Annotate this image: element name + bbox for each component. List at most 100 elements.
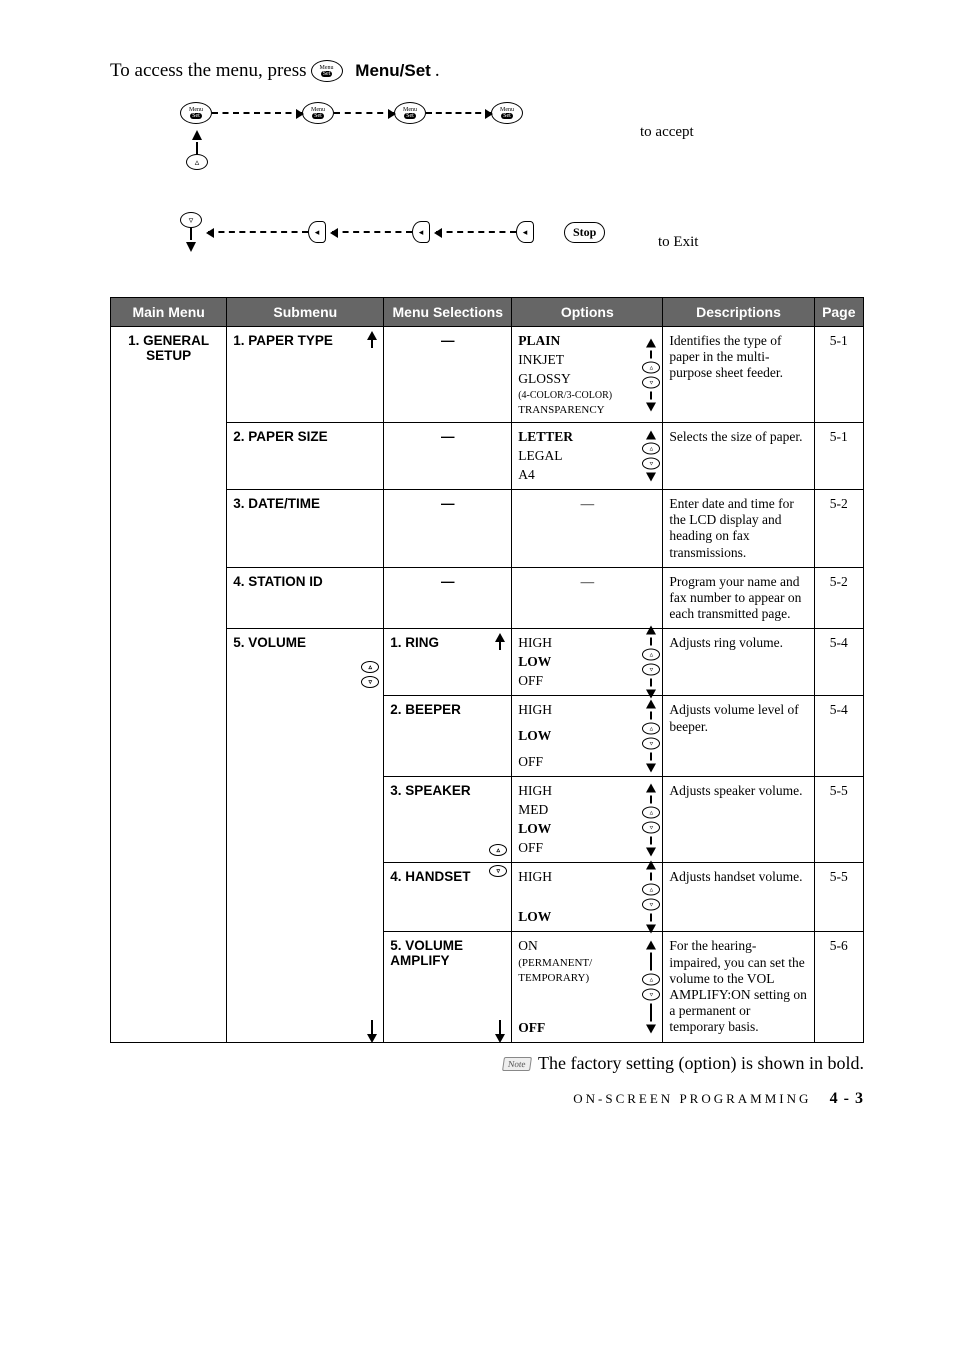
up-button-icon: ▵ xyxy=(186,154,208,170)
footer-page: 4 - 3 xyxy=(830,1090,864,1107)
th-main: Main Menu xyxy=(111,298,227,327)
th-desc: Descriptions xyxy=(663,298,814,327)
intro-line: To access the menu, press MenuSet Menu/S… xyxy=(110,60,864,82)
option-item: OFF xyxy=(518,754,656,770)
diagram-menuset-1: MenuSet xyxy=(180,102,212,124)
selection-cell: 3. SPEAKER ▵ xyxy=(384,777,512,863)
option-item: LOW xyxy=(518,821,656,837)
options-nav-icons: ▵ ▿ xyxy=(642,700,660,773)
down-button-icon: ▿ xyxy=(180,212,202,228)
description-cell: Enter date and time for the LCD display … xyxy=(663,490,814,568)
selection-continuation-arrow xyxy=(495,1020,505,1043)
options-cell: ON (PERMANENT/ TEMPORARY) OFF ▵ ▿ xyxy=(512,932,663,1043)
selection-cell: — xyxy=(384,490,512,568)
options-nav-icons: ▵ ▿ xyxy=(642,338,660,411)
page-cell: 5-1 xyxy=(814,423,863,490)
menu-set-icon: MenuSet xyxy=(311,60,343,82)
th-opt: Options xyxy=(512,298,663,327)
options-cell: — xyxy=(512,490,663,568)
option-item: ON xyxy=(518,938,656,954)
selection-cell: — xyxy=(384,567,512,629)
option-item: (PERMANENT/ xyxy=(518,957,656,969)
page-cell: 5-6 xyxy=(814,932,863,1043)
option-item: HIGH xyxy=(518,783,656,799)
back-button-2: ◂ xyxy=(412,221,430,243)
option-item: PLAIN xyxy=(518,333,656,349)
option-item: TRANSPARENCY xyxy=(518,404,656,416)
nav-diagram: MenuSet MenuSet MenuSet MenuSet to accep… xyxy=(180,102,864,272)
th-sel: Menu Selections xyxy=(384,298,512,327)
exit-label: to Exit xyxy=(658,234,698,251)
options-nav-icons: ▵ ▿ xyxy=(642,783,660,856)
table-row: 1. GENERAL SETUP 1. PAPER TYPE — PLAIN I… xyxy=(111,327,864,423)
main-menu-cell: 1. GENERAL SETUP xyxy=(111,327,227,1043)
options-cell: HIGH MED LOW OFF ▵ ▿ xyxy=(512,777,663,863)
back-button-1: ◂ xyxy=(308,221,326,243)
options-cell: HIGH LOW OFF ▵ ▿ xyxy=(512,629,663,696)
option-item: HIGH xyxy=(518,635,656,651)
page-cell: 5-1 xyxy=(814,327,863,423)
option-item: LEGAL xyxy=(518,448,656,464)
option-item: HIGH xyxy=(518,869,656,885)
options-nav-icons: ▵ ▿ xyxy=(642,941,660,1034)
th-page: Page xyxy=(814,298,863,327)
options-cell: LETTER LEGAL A4 ▵ ▿ xyxy=(512,423,663,490)
page-cell: 5-5 xyxy=(814,863,863,932)
description-cell: Adjusts speaker volume. xyxy=(663,777,814,863)
selection-label: 3. SPEAKER xyxy=(390,783,470,798)
note-row: Note The factory setting (option) is sho… xyxy=(110,1053,864,1074)
arrow-up-icon xyxy=(192,130,202,140)
option-item: LOW xyxy=(518,909,656,925)
back-button-3: ◂ xyxy=(516,221,534,243)
option-item: A4 xyxy=(518,467,656,483)
description-cell: Adjusts volume level of beeper. xyxy=(663,696,814,777)
page-container: To access the menu, press MenuSet Menu/S… xyxy=(0,0,954,1138)
options-nav-icons: ▵ ▿ xyxy=(642,626,660,699)
intro-post: . xyxy=(435,60,440,82)
option-item: MED xyxy=(518,802,656,818)
page-footer: ON-SCREEN PROGRAMMING 4 - 3 xyxy=(110,1090,864,1108)
page-cell: 5-2 xyxy=(814,490,863,568)
selection-label: 4. HANDSET xyxy=(390,869,470,884)
page-cell: 5-4 xyxy=(814,696,863,777)
selection-label: 5. VOLUME AMPLIFY xyxy=(390,938,463,968)
arrow-down-icon xyxy=(186,242,196,252)
menu-table: Main Menu Submenu Menu Selections Option… xyxy=(110,297,864,1043)
accept-label: to accept xyxy=(640,124,694,141)
description-cell: Adjusts ring volume. xyxy=(663,629,814,696)
intro-btn-label: Menu/Set xyxy=(355,61,431,81)
table-header-row: Main Menu Submenu Menu Selections Option… xyxy=(111,298,864,327)
description-cell: Identifies the type of paper in the mult… xyxy=(663,327,814,423)
selection-cell: 1. RING xyxy=(384,629,512,696)
selection-cell: 5. VOLUME AMPLIFY xyxy=(384,932,512,1043)
selection-nav-icons: ▵ xyxy=(489,844,507,856)
description-cell: Program your name and fax number to appe… xyxy=(663,567,814,629)
page-cell: 5-4 xyxy=(814,629,863,696)
diagram-menuset-2: MenuSet xyxy=(302,102,334,124)
footer-section: ON-SCREEN PROGRAMMING xyxy=(573,1091,811,1106)
page-cell: 5-2 xyxy=(814,567,863,629)
option-item: TEMPORARY) xyxy=(518,972,656,984)
option-item: LOW xyxy=(518,728,656,744)
option-item: (4-COLOR/3-COLOR) xyxy=(518,390,656,401)
options-nav-icons: ▵ ▿ xyxy=(642,431,660,482)
options-cell: HIGH LOW OFF ▵ ▿ xyxy=(512,696,663,777)
submenu-nav-icons: ▵ ▿ xyxy=(361,661,379,688)
description-cell: Adjusts handset volume. xyxy=(663,863,814,932)
option-item: LOW xyxy=(518,654,656,670)
submenu-cell: 3. DATE/TIME xyxy=(227,490,384,568)
note-text: The factory setting (option) is shown in… xyxy=(538,1053,864,1074)
options-nav-icons: ▵ ▿ xyxy=(642,861,660,934)
intro-pre: To access the menu, press xyxy=(110,60,307,82)
selection-cell: 4. HANDSET ▿ xyxy=(384,863,512,932)
diagram-menuset-3: MenuSet xyxy=(394,102,426,124)
option-item: OFF xyxy=(518,673,656,689)
options-cell: PLAIN INKJET GLOSSY (4-COLOR/3-COLOR) TR… xyxy=(512,327,663,423)
page-cell: 5-5 xyxy=(814,777,863,863)
selection-cell: 2. BEEPER xyxy=(384,696,512,777)
submenu-cell: 2. PAPER SIZE xyxy=(227,423,384,490)
selection-cell: — xyxy=(384,327,512,423)
submenu-cell: 5. VOLUME ▵ ▿ xyxy=(227,629,384,1043)
submenu-continuation-arrow xyxy=(367,1020,377,1043)
description-cell: For the hearing-impaired, you can set th… xyxy=(663,932,814,1043)
